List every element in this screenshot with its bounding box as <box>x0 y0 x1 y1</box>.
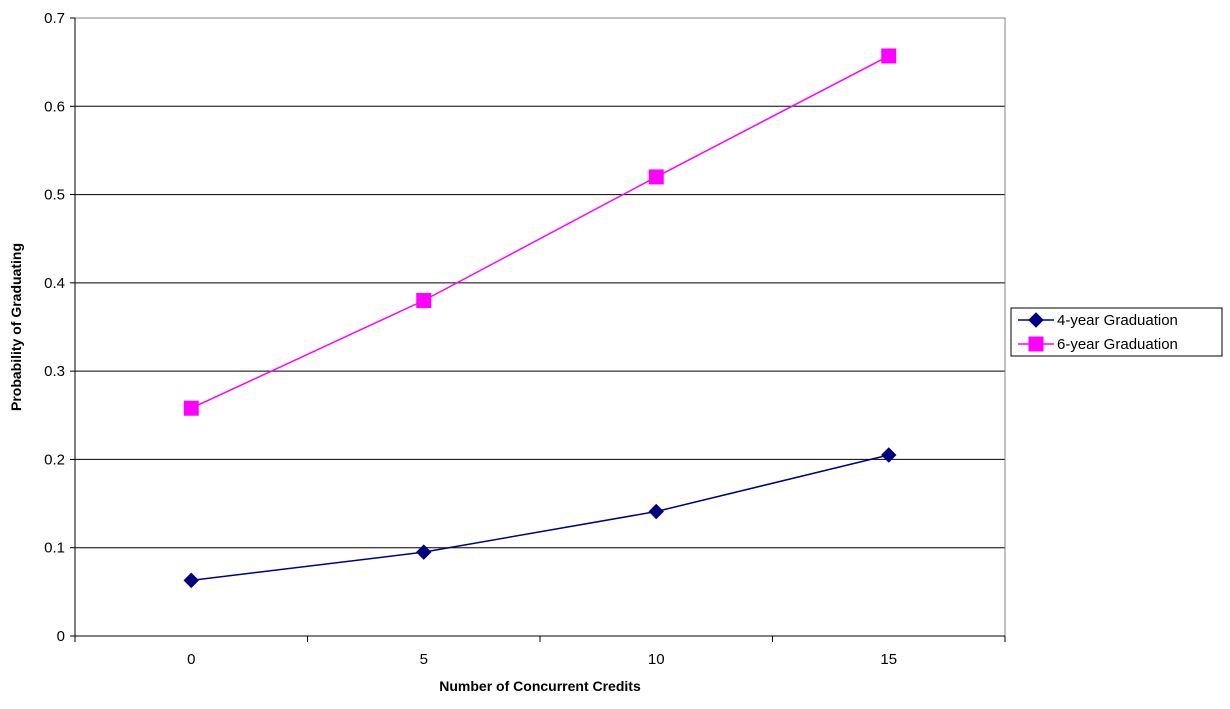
series-line <box>191 454 889 582</box>
series-layer <box>183 48 897 589</box>
legend-label: 6-year Graduation <box>1057 336 1178 353</box>
legend-label: 4-year Graduation <box>1057 312 1178 329</box>
x-tick-label: 10 <box>648 651 665 668</box>
data-point <box>416 544 432 560</box>
y-tick-label: 0.5 <box>44 187 65 204</box>
x-tick-label: 15 <box>880 651 897 668</box>
plot-area <box>74 17 1006 637</box>
series-diamond <box>183 447 897 589</box>
data-point <box>648 169 664 185</box>
y-tick-label: 0.7 <box>44 10 65 27</box>
gridlines <box>75 105 1005 549</box>
y-tick-label: 0.2 <box>44 451 65 468</box>
data-point <box>183 400 199 416</box>
y-tick-label: 0.4 <box>44 275 65 292</box>
y-axis-title: Probability of Graduating <box>8 243 24 411</box>
legend-box <box>1010 307 1223 357</box>
series-square <box>183 48 897 416</box>
axes: 0 0.1 0.2 0.3 0.4 0.5 0.6 0.7 0 5 10 15 <box>44 10 1006 668</box>
data-point <box>416 293 432 309</box>
data-point <box>881 48 897 64</box>
x-axis-title: Number of Concurrent Credits <box>439 678 641 694</box>
legend-marker <box>1028 312 1044 328</box>
y-tick-label: 0.1 <box>44 540 65 557</box>
y-tick-label: 0.3 <box>44 363 65 380</box>
series-line <box>190 55 890 409</box>
data-point <box>648 503 664 520</box>
y-tick-label: 0.6 <box>44 98 65 115</box>
x-tick-label: 0 <box>187 651 195 668</box>
y-tick-label: 0 <box>57 628 65 645</box>
data-point <box>881 447 897 463</box>
x-tick-label: 5 <box>420 651 428 668</box>
legend: 4-year Graduation 6-year Graduation <box>1010 307 1223 357</box>
legend-marker <box>1028 336 1044 352</box>
data-point <box>183 572 199 589</box>
